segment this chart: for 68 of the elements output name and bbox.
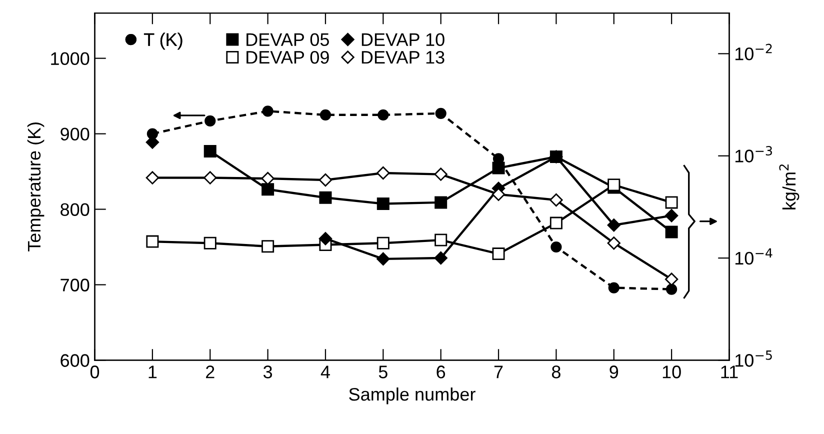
- legend-label: DEVAP 05: [246, 33, 329, 46]
- point: [492, 162, 505, 174]
- point: [607, 218, 620, 232]
- x-tick-label: 8: [552, 366, 560, 378]
- y2-tick-label: 10$^{−2}$: [735, 44, 772, 60]
- point: [550, 216, 562, 230]
- x-axis-title: Sample number: [349, 387, 476, 404]
- point: [261, 172, 274, 186]
- point: [318, 173, 332, 187]
- point: [376, 166, 390, 180]
- legend-label: T (K): [144, 32, 182, 50]
- x-tick-label: 3: [263, 366, 272, 378]
- point: [550, 241, 562, 253]
- point: [608, 282, 620, 294]
- point: [434, 196, 448, 209]
- x-tick-label: 7: [494, 366, 503, 378]
- point: [492, 248, 505, 260]
- point: [608, 178, 620, 192]
- point: [607, 236, 620, 250]
- y-axis-title: Temperature (K): [27, 122, 44, 252]
- point: [318, 232, 332, 246]
- point: [376, 197, 390, 210]
- point: [434, 168, 448, 181]
- point: [376, 252, 390, 266]
- x-tick-label: 1: [148, 366, 157, 378]
- x-tick-label: 0: [90, 366, 100, 378]
- point: [550, 193, 563, 207]
- y-tick-label: 800: [60, 203, 90, 216]
- point: [664, 272, 678, 286]
- point: [376, 236, 390, 250]
- point: [204, 236, 216, 250]
- point: [492, 188, 506, 201]
- x-tick-label: 6: [436, 366, 446, 378]
- x-tick-label: 2: [206, 366, 214, 378]
- point: [319, 191, 332, 204]
- point: [262, 106, 274, 117]
- legend-label: DEVAP 13: [362, 50, 444, 64]
- point: [262, 183, 274, 196]
- point: [435, 108, 446, 119]
- point: [146, 235, 159, 248]
- point: [434, 251, 448, 265]
- x-tick-label: 4: [320, 366, 330, 378]
- y-tick-label: 600: [60, 354, 90, 367]
- x-tick-label: 5: [378, 366, 388, 378]
- x-tick-label: 9: [610, 366, 618, 378]
- y2-tick-label: 10$^{−4}$: [735, 248, 772, 265]
- point: [665, 196, 678, 209]
- x-tick-label: 11: [721, 366, 738, 378]
- point: [434, 234, 448, 246]
- point: [378, 109, 389, 120]
- point: [262, 240, 274, 253]
- point: [146, 171, 160, 184]
- legend-label: DEVAP 09: [246, 50, 329, 64]
- point: [666, 284, 678, 295]
- point: [665, 226, 678, 238]
- x-tick-label: 10: [662, 366, 681, 378]
- point: [320, 109, 332, 120]
- y-tick-label: 900: [60, 128, 90, 141]
- legend-label: DEVAP 10: [362, 33, 444, 46]
- y2-tick-label: 10$^{−5}$: [735, 350, 772, 367]
- point: [204, 144, 216, 158]
- y-tick-label: 700: [60, 278, 90, 292]
- point: [204, 115, 216, 127]
- y-tick-label: 1000: [51, 52, 90, 66]
- y2-tick-label: 10$^{−3}$: [735, 146, 772, 162]
- y2-axis-title: kg/m$^{2}$: [779, 164, 800, 210]
- point: [664, 209, 678, 222]
- point: [204, 171, 217, 184]
